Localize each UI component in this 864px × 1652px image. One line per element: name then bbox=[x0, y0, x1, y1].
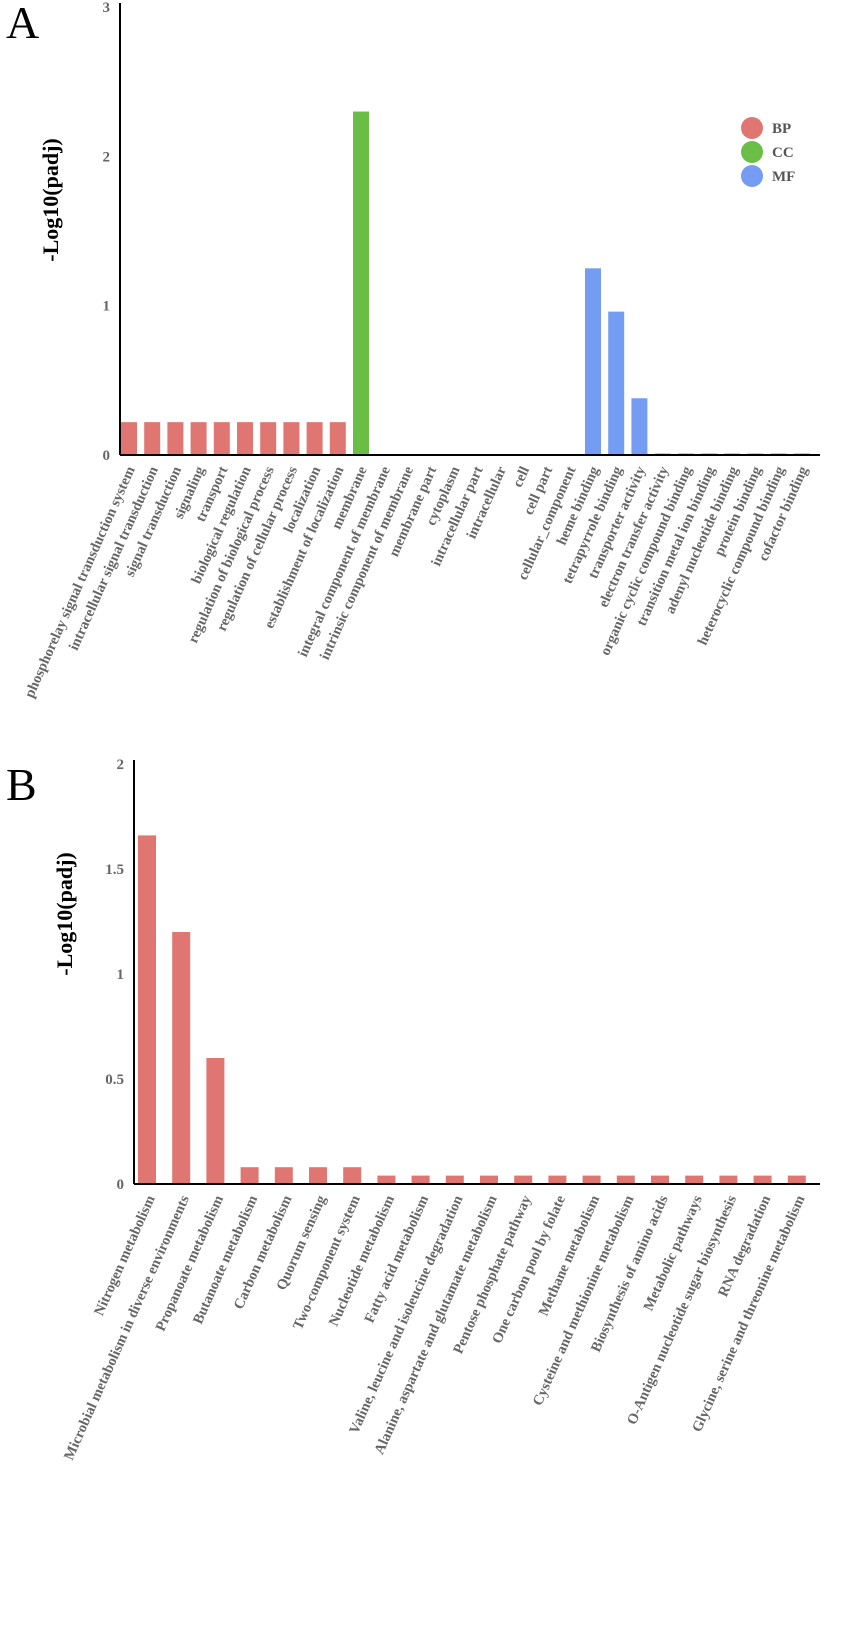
b-y-tick-label: 1.5 bbox=[105, 862, 124, 878]
panel-a-x-tick-labels: phosphorelay signal transduction systemi… bbox=[22, 463, 812, 700]
a-y-tick-label: 2 bbox=[103, 149, 111, 165]
panel-b-chart: B -Log10(padj) 0 0.5 1 1.5 2 Nitrogen metabo… bbox=[6, 757, 820, 1463]
b-y-tick-label: 0.5 bbox=[105, 1072, 124, 1088]
b-bar bbox=[445, 1175, 464, 1184]
a-bar bbox=[353, 111, 369, 456]
b-x-tick-label: Nitrogen metabolism bbox=[91, 1193, 158, 1318]
b-bar bbox=[480, 1175, 498, 1184]
a-bar bbox=[167, 422, 184, 455]
legend-swatch-mf bbox=[741, 165, 763, 187]
a-bar bbox=[237, 422, 253, 455]
panel-b-y-ticks: 0 0.5 1 1.5 2 bbox=[105, 757, 124, 1193]
b-bar bbox=[787, 1175, 806, 1184]
b-bar bbox=[240, 1167, 259, 1184]
panel-a-legend: BP CC MF bbox=[741, 117, 795, 187]
a-bar bbox=[190, 422, 207, 455]
legend-label-cc: CC bbox=[772, 145, 794, 161]
panel-a-chart: A -Log10(padj) 0 1 2 3 phosphorelay signal … bbox=[6, 0, 820, 700]
a-x-tick-label: phosphorelay signal transduction system bbox=[22, 464, 139, 700]
a-bar bbox=[121, 422, 137, 455]
a-bar bbox=[306, 422, 323, 455]
a-bar bbox=[608, 311, 625, 455]
legend-label-mf: MF bbox=[772, 169, 795, 185]
panel-a-label: A bbox=[6, 0, 39, 48]
b-y-tick-label: 0 bbox=[117, 1177, 125, 1193]
b-bar bbox=[274, 1167, 293, 1184]
b-y-tick-label: 1 bbox=[117, 967, 125, 983]
legend-label-bp: BP bbox=[772, 121, 791, 137]
panel-b-y-axis-label: -Log10(padj) bbox=[52, 852, 77, 975]
b-bar bbox=[514, 1175, 533, 1184]
a-y-tick-label: 1 bbox=[103, 299, 111, 315]
b-bar bbox=[753, 1175, 772, 1184]
b-y-tick-label: 2 bbox=[117, 757, 125, 773]
a-bar bbox=[283, 422, 300, 455]
panel-a-y-axis-label: -Log10(padj) bbox=[38, 138, 63, 261]
b-bar bbox=[206, 1058, 225, 1184]
b-bar bbox=[616, 1175, 635, 1184]
a-bar bbox=[260, 422, 277, 455]
a-bar bbox=[213, 422, 230, 455]
b-bar bbox=[651, 1175, 669, 1184]
b-bar bbox=[172, 932, 191, 1184]
b-bar bbox=[138, 835, 156, 1184]
panel-a-bars bbox=[121, 111, 810, 456]
a-bar bbox=[329, 422, 346, 455]
b-bar bbox=[548, 1175, 567, 1184]
b-bar bbox=[309, 1167, 327, 1184]
b-bar bbox=[719, 1175, 738, 1184]
panel-b-bars bbox=[138, 835, 806, 1184]
b-bar bbox=[411, 1175, 430, 1184]
b-bar bbox=[685, 1175, 704, 1184]
a-y-tick-label: 0 bbox=[103, 448, 111, 464]
panel-b-label: B bbox=[6, 759, 37, 810]
legend-swatch-bp bbox=[741, 117, 763, 139]
legend-swatch-cc bbox=[741, 141, 763, 163]
a-bar bbox=[144, 422, 161, 455]
b-bar bbox=[343, 1167, 362, 1184]
a-bar bbox=[631, 398, 648, 455]
a-y-tick-label: 3 bbox=[103, 0, 111, 16]
b-bar bbox=[582, 1175, 601, 1184]
a-bar bbox=[585, 268, 601, 455]
panel-a-y-ticks: 0 1 2 3 bbox=[103, 0, 111, 464]
a-x-tick-label: cell bbox=[510, 464, 533, 490]
b-bar bbox=[377, 1175, 396, 1184]
